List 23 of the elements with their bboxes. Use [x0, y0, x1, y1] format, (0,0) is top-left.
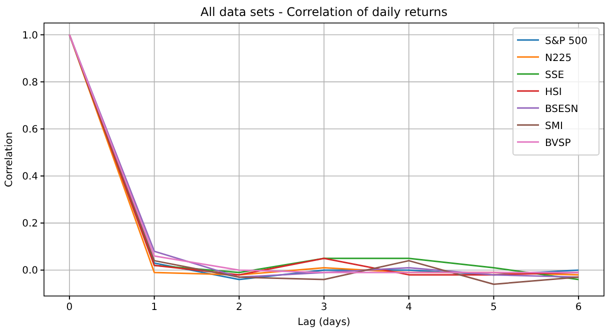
x-tick-label: 2 [236, 302, 242, 313]
x-tick-label: 6 [575, 302, 582, 313]
legend-label: BVSP [545, 138, 571, 149]
legend-label: SMI [545, 121, 563, 132]
legend-label: HSI [545, 87, 562, 98]
x-tick-label: 1 [151, 302, 158, 313]
x-tick-label: 0 [66, 302, 73, 313]
y-tick-label: 0.8 [22, 77, 38, 88]
legend-label: BSESN [545, 104, 578, 115]
y-tick-label: 0.0 [22, 266, 38, 277]
y-tick-label: 0.6 [22, 124, 38, 136]
x-tick-label: 3 [320, 302, 328, 313]
y-tick-label: 0.2 [22, 218, 38, 230]
x-tick-label: 4 [406, 302, 412, 313]
x-axis-title: Lag (days) [298, 317, 350, 328]
y-axis-title: Correlation [4, 132, 15, 188]
legend-label: S&P 500 [545, 36, 588, 47]
legend-label: N225 [545, 53, 572, 64]
y-tick-label: 0.4 [22, 171, 38, 182]
y-tick-label: 1.0 [22, 30, 38, 42]
x-tick-label: 5 [490, 302, 497, 313]
legend-label: SSE [545, 70, 564, 81]
chart-title: All data sets - Correlation of daily returns [200, 5, 448, 19]
